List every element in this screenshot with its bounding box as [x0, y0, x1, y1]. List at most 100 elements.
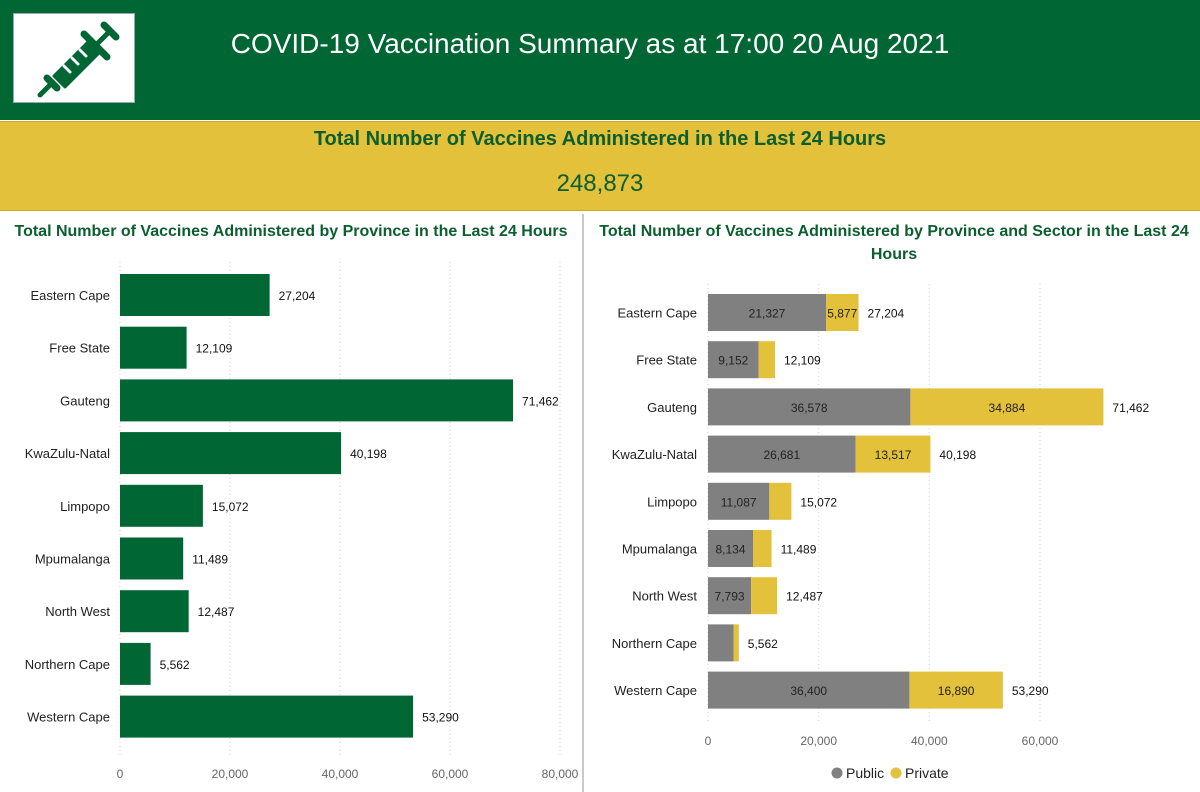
- legend-marker-public: [831, 767, 843, 779]
- total-label: 5,562: [748, 637, 778, 651]
- bar-public-eastern-cape: [708, 294, 827, 331]
- segment-label: 36,578: [791, 401, 828, 415]
- bar-western-cape: [120, 695, 414, 738]
- category-label: Mpumalanga: [622, 542, 698, 557]
- category-label: Gauteng: [60, 393, 110, 408]
- segment-label: 13,517: [875, 448, 912, 462]
- category-label: Northern Cape: [612, 636, 697, 651]
- bar-private-limpopo: [769, 482, 792, 520]
- bar-private-mpumalanga: [753, 530, 772, 567]
- bar-northern-cape: [120, 642, 151, 685]
- bar-public-free-state: [708, 341, 759, 379]
- bar-private-eastern-cape: [826, 294, 859, 331]
- segment-label: 8,134: [715, 543, 745, 557]
- bar-public-northern-cape: [708, 624, 734, 662]
- page-title: COVID-19 Vaccination Summary as at 17:00…: [230, 28, 950, 59]
- syringe-icon: [37, 21, 120, 98]
- segment-label: 36,400: [790, 684, 827, 698]
- segment-label: 11,087: [721, 495, 757, 509]
- x-tick-label: 40,000: [322, 767, 359, 781]
- category-label: Limpopo: [60, 499, 110, 514]
- bar-gauteng: [120, 379, 514, 422]
- data-label: 71,462: [522, 394, 559, 408]
- bar-free-state: [120, 326, 187, 369]
- sector-stacked-bar-chart: 0 20,000 40,000 60,000 21,327 5,877 Eastern Ca…: [612, 284, 1149, 781]
- segment-label: 21,327: [749, 307, 786, 321]
- x-tick-label: 80,000: [542, 767, 579, 781]
- x-tick-label: 20,000: [212, 767, 249, 781]
- bar-public-gauteng: [708, 388, 911, 426]
- category-label: KwaZulu-Natal: [25, 446, 110, 461]
- category-label: Mpumalanga: [35, 552, 111, 567]
- total-label: 12,487: [786, 590, 823, 604]
- data-label: 5,562: [160, 658, 190, 672]
- bar-public-mpumalanga: [708, 530, 754, 567]
- total-label: 15,072: [800, 495, 837, 509]
- total-label: 11,489: [781, 543, 817, 557]
- category-label: North West: [632, 589, 697, 604]
- data-label: 15,072: [212, 500, 249, 514]
- legend-label-public: Public: [846, 765, 884, 781]
- data-label: 40,198: [350, 447, 387, 461]
- sector-chart-title: Total Number of Vaccines Administered by…: [599, 223, 1189, 263]
- category-label: Western Cape: [27, 710, 110, 725]
- bar-public-limpopo: [708, 482, 770, 520]
- category-label: North West: [45, 604, 110, 619]
- kpi-value: 248,873: [556, 170, 644, 197]
- total-label: 53,290: [1012, 684, 1049, 698]
- total-label: 71,462: [1112, 401, 1149, 415]
- bar-private-north-west: [751, 577, 778, 615]
- bar-limpopo: [120, 484, 203, 527]
- kpi-card: Total Number of Vaccines Administered in…: [0, 121, 1200, 211]
- segment-label: 9,152: [718, 354, 748, 368]
- x-tick-label: 20,000: [800, 734, 837, 748]
- x-tick-label: 60,000: [1022, 734, 1059, 748]
- bar-mpumalanga: [120, 537, 184, 580]
- kpi-title: Total Number of Vaccines Administered in…: [313, 128, 887, 150]
- bar-public-western-cape: [708, 671, 910, 709]
- category-label: Western Cape: [614, 683, 697, 698]
- total-label: 27,204: [868, 307, 905, 321]
- category-label: Free State: [636, 353, 697, 368]
- data-label: 53,290: [422, 711, 459, 725]
- data-label: 11,489: [192, 553, 228, 567]
- category-label: Eastern Cape: [618, 306, 698, 321]
- province-chart-title: Total Number of Vaccines Administered by…: [14, 223, 568, 240]
- sector-chart-panel: Total Number of Vaccines Administered by…: [586, 214, 1200, 792]
- province-chart-panel: Total Number of Vaccines Administered by…: [0, 214, 584, 792]
- segment-label: 16,890: [938, 684, 975, 698]
- segment-label: 26,681: [763, 448, 800, 462]
- category-label: Gauteng: [647, 400, 697, 415]
- bar-private-northern-cape: [733, 624, 739, 662]
- segment-label: 34,884: [989, 401, 1026, 415]
- bar-public-kwazulu-natal: [708, 435, 856, 473]
- segment-label: 7,793: [715, 590, 745, 604]
- segment-label: 5,877: [827, 307, 857, 321]
- total-label: 40,198: [939, 448, 976, 462]
- x-tick-label: 0: [705, 734, 712, 748]
- data-label: 27,204: [279, 289, 316, 303]
- bar-private-gauteng: [910, 388, 1104, 426]
- category-label: Eastern Cape: [31, 288, 111, 303]
- category-label: KwaZulu-Natal: [612, 447, 697, 462]
- bar-private-western-cape: [909, 671, 1003, 709]
- data-label: 12,487: [198, 605, 235, 619]
- bar-north-west: [120, 590, 189, 633]
- x-tick-label: 60,000: [432, 767, 469, 781]
- bar-public-north-west: [708, 577, 752, 615]
- bar-eastern-cape: [120, 274, 270, 316]
- header-banner: COVID-19 Vaccination Summary as at 17:00…: [0, 0, 1200, 120]
- category-label: Northern Cape: [25, 657, 110, 672]
- category-label: Free State: [49, 341, 110, 356]
- bar-private-free-state: [758, 341, 776, 379]
- total-label: 12,109: [784, 354, 821, 368]
- data-label: 12,109: [196, 342, 233, 356]
- legend-label-private: Private: [905, 765, 949, 781]
- bar-kwazulu-natal: [120, 432, 342, 475]
- x-tick-label: 0: [117, 767, 124, 781]
- x-tick-label: 40,000: [911, 734, 948, 748]
- logo: [13, 13, 135, 103]
- legend-marker-private: [890, 767, 902, 779]
- province-bar-chart: 0 20,000 40,000 60,000 80,000 Eastern Cape 27,…: [25, 262, 579, 781]
- category-label: Limpopo: [647, 494, 697, 509]
